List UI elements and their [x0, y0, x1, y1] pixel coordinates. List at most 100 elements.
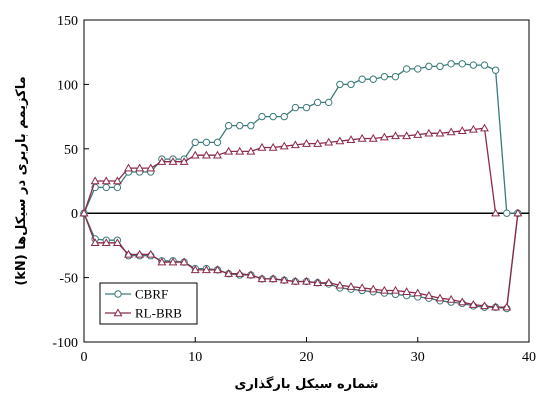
triangle-marker: [279, 275, 289, 284]
triangle-marker: [235, 146, 245, 155]
series-rl-brb: [79, 123, 523, 311]
triangle-marker: [391, 285, 400, 294]
y-tick-label: -100: [52, 336, 78, 351]
y-axis-title: ماکزیمم باربری در سیکل‌ها (kN): [14, 76, 29, 285]
triangle-marker: [224, 146, 234, 155]
triangle-marker: [413, 130, 423, 138]
triangle-marker: [157, 157, 167, 165]
circle-marker: [102, 183, 110, 192]
triangle-marker: [335, 136, 345, 145]
triangle-marker: [257, 142, 267, 151]
circle-marker: [491, 66, 500, 74]
series-line-negative: [83, 212, 519, 308]
triangle-marker: [480, 123, 489, 132]
y-tick-label: 50: [64, 143, 78, 158]
triangle-marker: [457, 126, 467, 134]
circle-marker: [469, 61, 478, 69]
triangle-marker: [246, 270, 256, 279]
triangle-marker: [190, 265, 200, 274]
circle-marker: [213, 138, 222, 147]
triangle-marker: [468, 300, 478, 308]
circle-marker: [391, 72, 400, 81]
circle-marker: [447, 60, 455, 68]
triangle-marker: [168, 157, 178, 165]
x-axis-title: شماره سیکل بارگذاری: [234, 376, 378, 392]
triangle-marker: [112, 176, 122, 185]
circle-marker: [191, 138, 199, 147]
triangle-marker: [224, 269, 234, 277]
triangle-marker: [113, 308, 123, 317]
circle-marker: [224, 121, 233, 130]
triangle-marker: [313, 139, 323, 147]
series-cbrf: [80, 60, 522, 313]
triangle-marker: [468, 124, 478, 133]
circle-marker: [369, 75, 377, 83]
legend-box: [99, 282, 198, 325]
series-line-positive: [83, 127, 497, 214]
y-tick-label: -50: [59, 272, 78, 287]
legend-label: RL-BRB: [135, 306, 182, 321]
x-tick-label: 20: [300, 350, 314, 365]
circle-marker: [414, 65, 422, 73]
triangle-marker: [168, 257, 178, 266]
triangle-marker: [101, 238, 111, 247]
circle-marker: [202, 138, 211, 147]
triangle-marker: [201, 265, 211, 274]
triangle-marker: [379, 132, 389, 141]
circle-marker: [291, 103, 300, 112]
circle-marker: [236, 121, 244, 130]
x-tick-label: 30: [411, 350, 425, 365]
triangle-marker: [124, 163, 133, 172]
circle-marker: [302, 103, 311, 112]
circle-marker: [402, 65, 411, 73]
triangle-marker: [446, 127, 456, 136]
circle-marker: [336, 80, 344, 89]
triangle-marker: [135, 163, 145, 172]
triangle-marker: [90, 176, 100, 185]
triangle-marker: [424, 291, 434, 299]
triangle-marker: [146, 163, 156, 172]
triangle-marker: [246, 146, 256, 155]
triangle-marker: [413, 288, 423, 297]
triangle-marker: [457, 297, 467, 306]
triangle-marker: [357, 133, 367, 142]
triangle-marker: [279, 141, 289, 150]
triangle-marker: [379, 285, 389, 294]
circle-marker: [480, 61, 489, 69]
triangle-marker: [313, 278, 323, 286]
triangle-marker: [157, 257, 167, 266]
y-tick-label: 100: [57, 78, 78, 93]
triangle-marker: [79, 208, 89, 217]
triangle-marker: [491, 208, 501, 217]
x-tick-label: 0: [81, 350, 88, 365]
triangle-marker: [213, 265, 222, 274]
triangle-marker: [491, 302, 501, 311]
triangle-marker: [290, 276, 300, 285]
triangle-marker: [502, 302, 512, 311]
triangle-marker: [302, 139, 311, 147]
triangle-marker: [435, 128, 445, 137]
triangle-marker: [179, 257, 189, 266]
triangle-marker: [346, 135, 356, 143]
circle-marker: [436, 62, 444, 71]
triangle-marker: [446, 294, 456, 303]
circle-marker: [503, 209, 511, 217]
x-tick-label: 40: [522, 350, 536, 365]
triangle-marker: [268, 274, 278, 283]
triangle-marker: [201, 150, 211, 159]
triangle-marker: [513, 208, 523, 217]
triangle-marker: [302, 276, 311, 285]
triangle-marker: [368, 133, 378, 142]
circle-marker: [313, 98, 322, 107]
x-tick-label: 10: [188, 350, 202, 365]
circle-marker: [325, 98, 333, 107]
circle-marker: [347, 80, 355, 89]
triangle-marker: [213, 150, 222, 159]
legend: CBRF RL-BRB: [99, 282, 198, 325]
triangle-marker: [135, 249, 145, 258]
triangle-marker: [112, 238, 122, 247]
triangle-marker: [346, 282, 356, 290]
triangle-marker: [335, 280, 345, 289]
triangle-marker: [435, 293, 445, 302]
